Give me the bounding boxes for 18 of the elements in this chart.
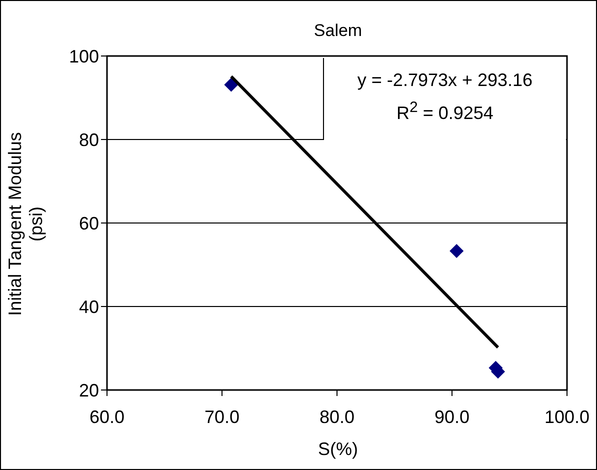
x-tick-label: 100.0 [544,406,590,427]
text-box: y = -2.7973x + 293.16 R$^{2}$ = 0.9254 [323,58,566,140]
y-axis-title: Initial Tangent Modulus (psi) [5,131,47,318]
y-tick-label: 60 [78,213,99,234]
x-tick-label: 90.0 [434,406,470,427]
x-tick-label: 80.0 [319,406,355,427]
y-tick-label: 20 [78,380,99,400]
chart-title: Salem [312,21,364,41]
x-tick-label: 70.0 [204,406,240,427]
x-tick-label: 60.0 [89,406,125,427]
x-axis-title: S(%) [317,439,359,460]
point [450,244,464,258]
y-tick-label: 40 [78,296,99,317]
y-tick-label: 80 [78,130,99,150]
annotation: R$^{2}$ = 0.9254 [396,98,494,125]
annotation: y = -2.7973x + 293.16 [356,69,534,92]
y-tick-label: 100 [68,46,99,66]
point [224,78,238,92]
